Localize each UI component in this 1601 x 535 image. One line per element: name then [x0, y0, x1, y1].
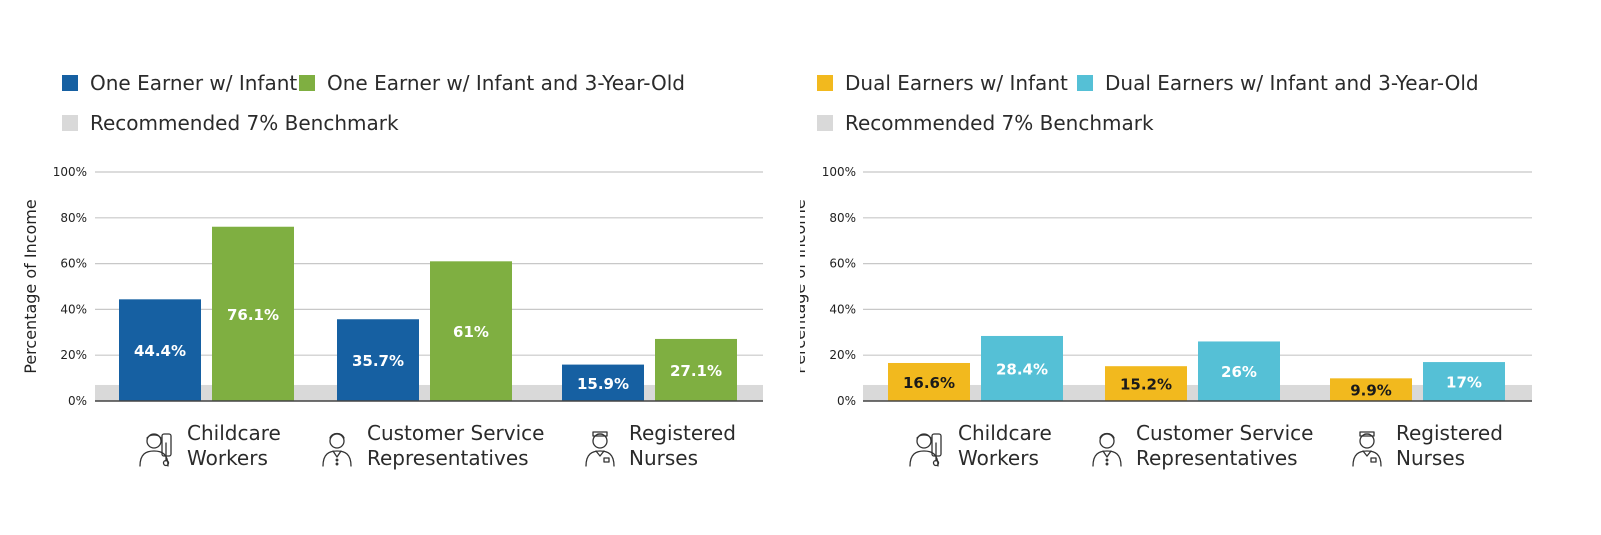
legend-item-benchmark: Recommended 7% Benchmark [817, 111, 1154, 135]
bar-chart-single-earner: 0% 20% 40% 60% 80% 100% Percentage of Income 44… [21, 165, 763, 470]
y-tick-label: 0% [837, 394, 856, 408]
chart-panel-single-earner: One Earner w/ Infant One Earner w/ Infan… [0, 0, 800, 535]
legend-label: Recommended 7% Benchmark [845, 111, 1154, 135]
legend-swatch [62, 115, 78, 131]
bar [1330, 378, 1412, 401]
category-label: Childcare Workers [187, 421, 281, 470]
data-label: 26% [1221, 363, 1257, 381]
legend-swatch [62, 75, 78, 91]
legend-swatch [817, 75, 833, 91]
y-tick-label: 0% [68, 394, 87, 408]
bar [888, 362, 970, 401]
data-label: 15.2% [1120, 376, 1172, 394]
legend-label: One Earner w/ Infant and 3-Year-Old [327, 71, 685, 95]
legend-swatch [817, 115, 833, 131]
y-tick-label: 40% [829, 302, 856, 316]
bar [430, 261, 512, 401]
y-tick-label: 60% [60, 257, 87, 271]
y-tick-label: 80% [60, 211, 87, 225]
bar [337, 319, 419, 401]
data-label: 35.7% [352, 352, 404, 370]
legend-label: Dual Earners w/ Infant [845, 71, 1068, 95]
legend-item-one-earner-infant-3yo: One Earner w/ Infant and 3-Year-Old [299, 71, 685, 95]
nurse-icon [585, 431, 615, 467]
data-label: 15.9% [577, 375, 629, 393]
legend-label: Recommended 7% Benchmark [90, 111, 399, 135]
legend-item-benchmark: Recommended 7% Benchmark [62, 111, 399, 135]
customer-service-icon [322, 432, 352, 467]
legend-label: One Earner w/ Infant [90, 71, 298, 95]
y-tick-label: 20% [829, 348, 856, 362]
y-tick-label: 80% [829, 211, 856, 225]
bar [1198, 341, 1280, 401]
bar [562, 364, 644, 401]
category-label: Childcare Workers [958, 421, 1052, 470]
bar-chart-dual-earner: 0% 20% 40% 60% 80% 100% Percentage of Income 16… [800, 165, 1532, 470]
customer-service-icon [1092, 432, 1122, 467]
nurse-icon [1352, 431, 1382, 467]
data-label: 76.1% [227, 306, 279, 324]
legend-item-dual-earner-infant-3yo: Dual Earners w/ Infant and 3-Year-Old [1077, 71, 1479, 95]
category-label: Customer Service Representatives [367, 421, 544, 470]
y-axis-label: Percentage of Income [800, 199, 809, 373]
category-label: Registered Nurses [629, 421, 736, 470]
data-label: 44.4% [134, 342, 186, 360]
y-tick-label: 100% [53, 165, 87, 179]
y-tick-label: 60% [829, 257, 856, 271]
bar [119, 299, 201, 401]
bar [212, 226, 294, 401]
category-label: Customer Service Representatives [1136, 421, 1313, 470]
bar [655, 338, 737, 401]
data-label: 17% [1446, 374, 1482, 392]
legend-swatch [1077, 75, 1093, 91]
y-tick-label: 100% [822, 165, 856, 179]
bar [1423, 362, 1505, 401]
chart-panel-dual-earner: Dual Earners w/ Infant Dual Earners w/ I… [800, 0, 1601, 535]
y-tick-label: 40% [60, 302, 87, 316]
y-axis-label: Percentage of Income [21, 199, 40, 373]
y-tick-label: 20% [60, 348, 87, 362]
legend-swatch [299, 75, 315, 91]
legend-item-one-earner-infant: One Earner w/ Infant [62, 71, 297, 95]
data-label: 9.9% [1350, 382, 1392, 400]
category-label: Registered Nurses [1396, 421, 1503, 470]
data-label: 28.4% [996, 360, 1048, 378]
childcare-worker-icon [909, 433, 942, 467]
childcare-worker-icon [139, 433, 172, 467]
legend-item-dual-earner-infant: Dual Earners w/ Infant [817, 71, 1068, 95]
legend-label: Dual Earners w/ Infant and 3-Year-Old [1105, 71, 1479, 95]
bar [981, 335, 1063, 401]
bar [1105, 366, 1187, 401]
data-label: 61% [453, 323, 489, 341]
data-label: 16.6% [903, 374, 955, 392]
data-label: 27.1% [670, 362, 722, 380]
